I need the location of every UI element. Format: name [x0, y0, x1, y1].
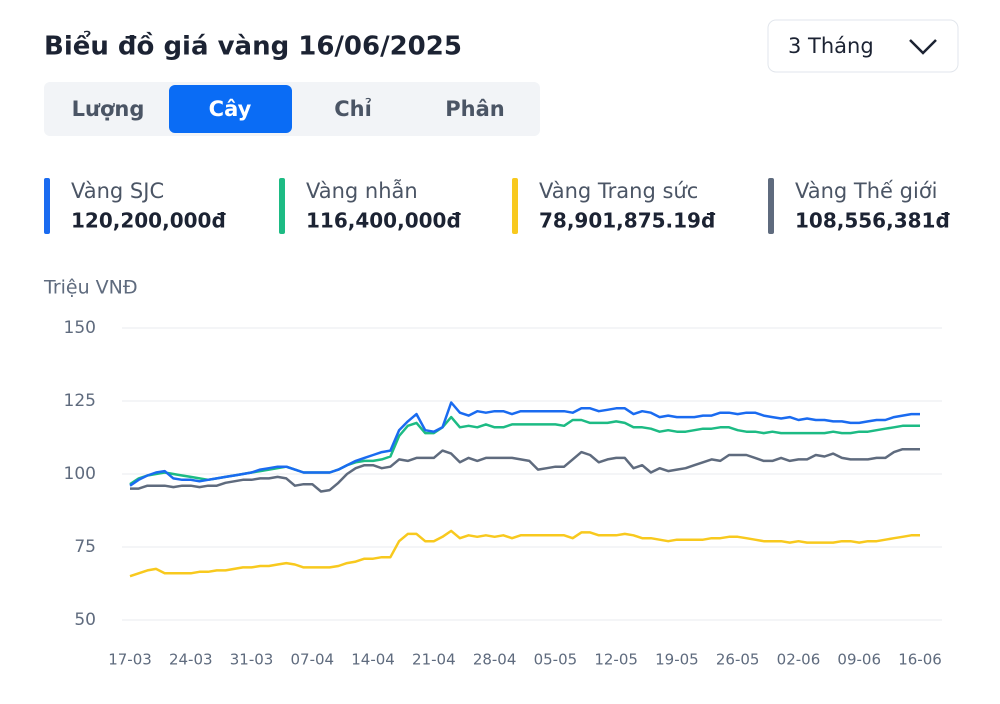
x-tick-label: 31-03 [230, 651, 274, 669]
x-tick-label: 12-05 [594, 651, 638, 669]
legend-price: 120,200,000đ [71, 209, 226, 233]
legend-price: 78,901,875.19đ [539, 209, 716, 233]
chevron[interactable] [909, 39, 937, 55]
x-tick-label: 21-04 [412, 651, 456, 669]
x-tick-label: 09-06 [837, 651, 881, 669]
legend-price: 108,556,381đ [795, 209, 950, 233]
select-text[interactable]: 3 Tháng [788, 34, 874, 58]
x-tick-label: 26-05 [716, 651, 760, 669]
select-box[interactable] [767, 19, 959, 73]
x-tick-label: 28-04 [473, 651, 517, 669]
tab[interactable]: Cây [209, 97, 252, 121]
tab-active[interactable] [169, 85, 292, 133]
x-tick-label: 14-04 [351, 651, 395, 669]
x-tick-label: 05-05 [534, 651, 578, 669]
legend-price: 116,400,000đ [306, 209, 461, 233]
tab[interactable]: Phân [445, 97, 504, 121]
y-tick-label: 50 [74, 610, 96, 630]
legend-name: Vàng Trang sức [539, 179, 698, 203]
x-tick-label: 16-06 [898, 651, 942, 669]
legend-swatch [768, 178, 774, 234]
series-line [129, 401, 920, 487]
chart-title: Biểu đồ giá vàng 16/06/2025 [44, 29, 462, 62]
tab[interactable]: Lượng [72, 97, 145, 121]
y-axis-label: Triệu VNĐ [43, 277, 138, 299]
x-tick-label: 02-06 [777, 651, 821, 669]
legend-swatch [44, 178, 50, 234]
x-tick-label: 24-03 [169, 651, 213, 669]
series-line [130, 447, 920, 493]
y-tick-label: 125 [64, 391, 96, 411]
y-tick-label: 150 [64, 318, 96, 338]
tab[interactable]: Chỉ [334, 97, 372, 121]
x-tick-label: 07-04 [291, 651, 335, 669]
series-line [129, 415, 920, 486]
x-tick-label: 17-03 [108, 651, 152, 669]
legend-name: Vàng Thế giới [795, 179, 938, 203]
legend-name: Vàng SJC [71, 179, 164, 203]
y-tick-label: 75 [74, 537, 96, 557]
series-line [129, 529, 920, 578]
y-tick-label: 100 [64, 464, 96, 484]
legend-swatch [279, 178, 285, 234]
legend-swatch [512, 178, 518, 234]
period-select[interactable]: 3 Tháng [767, 19, 959, 73]
legend-name: Vàng nhẫn [306, 178, 418, 203]
x-tick-label: 19-05 [655, 651, 699, 669]
